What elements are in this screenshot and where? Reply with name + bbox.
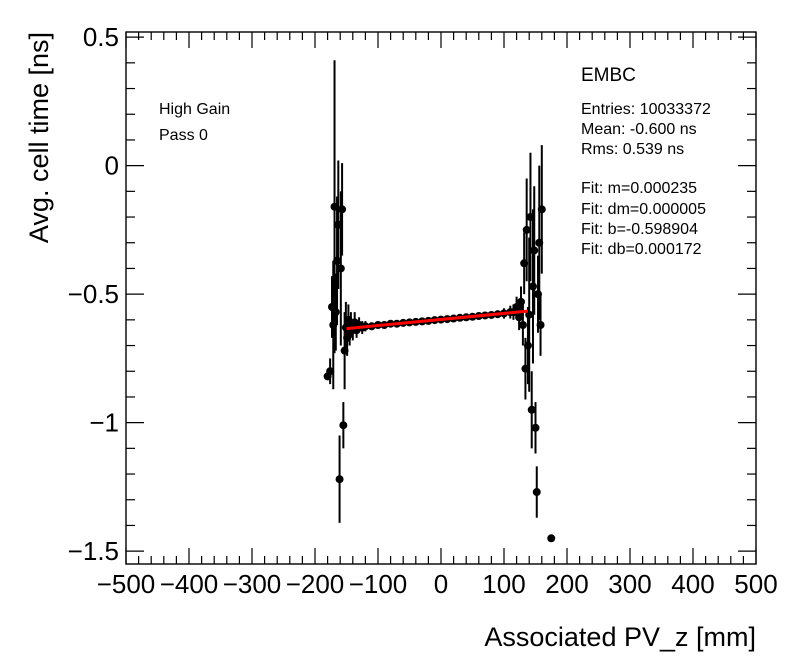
data-point [526, 213, 535, 222]
data-point [520, 259, 529, 268]
stats-entries: Entries: 10033372 [581, 101, 711, 118]
data-points [323, 202, 556, 543]
data-point [339, 421, 348, 430]
data-point [522, 225, 531, 234]
data-point [525, 310, 534, 319]
x-tick-label: 400 [671, 569, 714, 599]
y-tick-label: −1 [89, 408, 119, 438]
data-point [532, 488, 541, 497]
stats-fit-m: Fit: m=0.000235 [581, 180, 697, 197]
stats-title: EMBC [581, 65, 636, 86]
x-tick-labels: −500 −400 −300 −200 −100 0 100 200 300 400 500 [97, 569, 778, 599]
stats-fit-db: Fit: db=0.000172 [581, 241, 702, 258]
data-point [336, 264, 345, 273]
x-tick-label: 200 [545, 569, 588, 599]
data-point [547, 534, 556, 543]
data-point [535, 238, 544, 247]
y-tick-labels: 0.5 0 −0.5 −1 −1.5 [68, 22, 119, 566]
data-point [534, 290, 543, 299]
y-tick-label: 0 [105, 151, 119, 181]
data-point [329, 320, 338, 329]
data-point [333, 256, 342, 265]
data-point [530, 246, 539, 255]
data-point [523, 341, 532, 350]
data-point [334, 220, 343, 229]
data-point [515, 313, 524, 322]
y-tick-label: 0.5 [83, 22, 119, 52]
stats-mean: Mean: -0.600 ns [581, 121, 697, 138]
gain-label: High Gain [159, 101, 230, 118]
data-point [528, 282, 537, 291]
x-tick-label: −300 [223, 569, 282, 599]
data-point [531, 423, 540, 432]
data-point [338, 205, 347, 214]
stats-fit-dm: Fit: dm=0.000005 [581, 201, 706, 218]
data-point [536, 320, 545, 329]
data-point [521, 364, 530, 373]
y-tick-label: −0.5 [68, 279, 119, 309]
data-point [517, 297, 526, 306]
data-point [518, 320, 527, 329]
fit-line [346, 309, 529, 331]
x-axis-title: Associated PV_z [mm] [484, 622, 756, 652]
stats-rms: Rms: 0.539 ns [581, 141, 684, 158]
x-tick-label: −200 [286, 569, 345, 599]
x-tick-label: 100 [482, 569, 525, 599]
stats-fit-b: Fit: b=-0.598904 [581, 221, 698, 238]
x-tick-label: −100 [349, 569, 408, 599]
x-tick-label: −500 [97, 569, 156, 599]
data-point [326, 367, 335, 376]
data-point [330, 202, 339, 211]
y-tick-label: −1.5 [68, 536, 119, 566]
data-point [331, 308, 340, 317]
x-tick-label: 500 [734, 569, 777, 599]
x-tick-label: 300 [608, 569, 651, 599]
data-point [340, 346, 349, 355]
x-tick-label: −400 [160, 569, 219, 599]
data-point [527, 405, 536, 414]
data-point [537, 205, 546, 214]
data-point [335, 475, 344, 484]
axis-ticks [125, 32, 757, 564]
y-axis-title: Avg. cell time [ns] [24, 32, 54, 243]
pass-label: Pass 0 [159, 127, 208, 144]
error-bars [329, 60, 543, 523]
x-tick-label: 0 [434, 569, 448, 599]
